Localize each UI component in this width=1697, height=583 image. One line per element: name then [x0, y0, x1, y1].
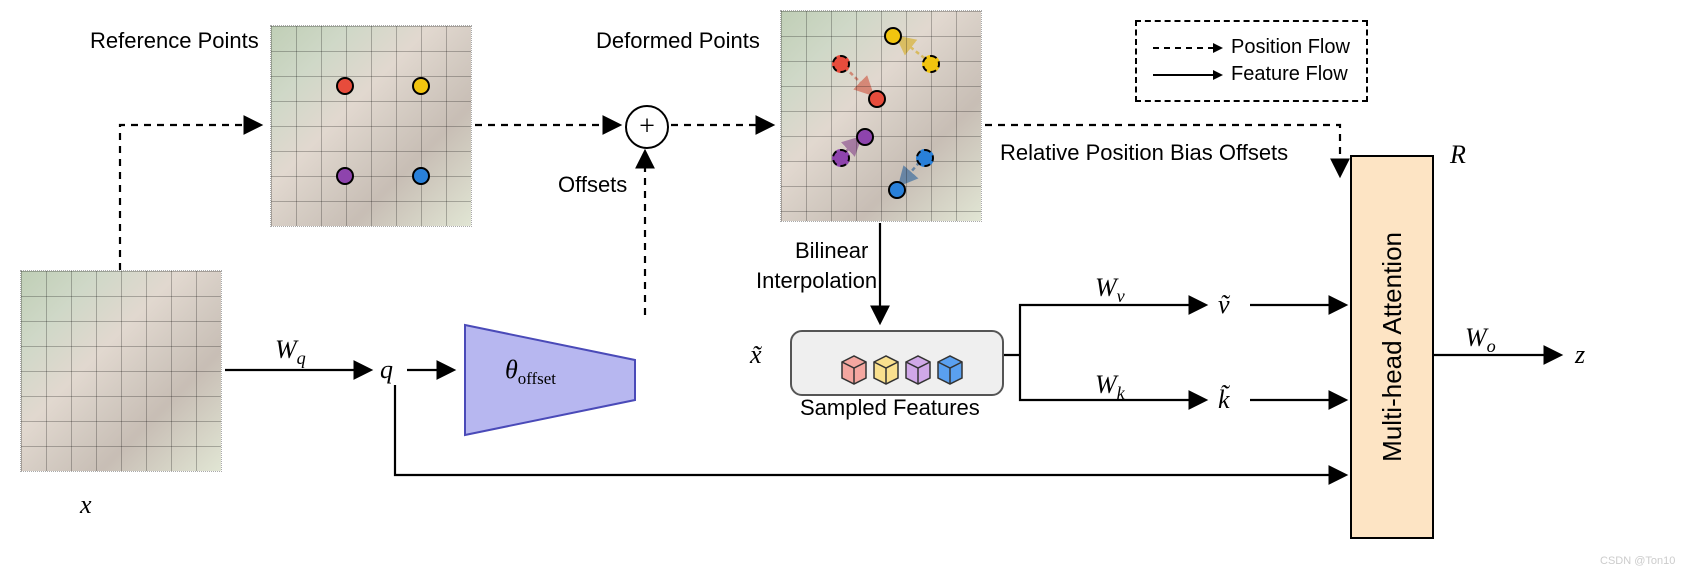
theta-offset-symbol: θoffset	[505, 355, 556, 389]
point-marker	[884, 27, 902, 45]
bilinear-label: Bilinear	[795, 238, 868, 264]
deformed-points-map	[780, 10, 982, 222]
mha-label: Multi-head Attention	[1377, 232, 1408, 462]
r-symbol: R	[1450, 140, 1466, 170]
deformed-points-label: Deformed Points	[596, 28, 760, 54]
wq-symbol: Wq	[275, 335, 306, 369]
x-symbol: x	[80, 490, 92, 520]
legend-feature-flow: Feature Flow	[1153, 63, 1350, 86]
offsets-label: Offsets	[558, 172, 627, 198]
relative-bias-label: Relative Position Bias Offsets	[1000, 140, 1288, 166]
edge-feat-to-v	[1020, 305, 1205, 355]
diagram-root: + Multi-head Attention Position Flow	[0, 0, 1697, 583]
point-marker	[336, 77, 354, 95]
add-operator: +	[625, 105, 669, 149]
wk-symbol: Wk	[1095, 370, 1125, 404]
interpolation-label: Interpolation	[756, 268, 877, 294]
input-feature-map	[20, 270, 222, 472]
sampled-features-box	[790, 330, 1004, 396]
q-symbol: q	[380, 355, 393, 385]
k-tilde-symbol: k̃	[1218, 385, 1230, 415]
reference-points-map	[270, 25, 472, 227]
point-marker	[832, 149, 850, 167]
point-marker	[916, 149, 934, 167]
watermark-text: CSDN @Ton10	[1600, 555, 1675, 567]
sampled-features-label: Sampled Features	[800, 395, 980, 421]
multihead-attention-block: Multi-head Attention	[1350, 155, 1434, 539]
wv-symbol: Wv	[1095, 273, 1125, 307]
feature-cube	[868, 350, 894, 376]
legend-box: Position Flow Feature Flow	[1135, 20, 1368, 102]
edge-x-to-ref	[120, 125, 260, 270]
v-tilde-symbol: ṽ	[1218, 290, 1230, 320]
legend-feature-flow-label: Feature Flow	[1231, 63, 1348, 86]
point-marker	[868, 90, 886, 108]
point-marker	[412, 167, 430, 185]
wo-symbol: Wo	[1465, 323, 1496, 357]
legend-position-flow: Position Flow	[1153, 36, 1350, 59]
point-marker	[336, 167, 354, 185]
point-marker	[832, 55, 850, 73]
point-marker	[412, 77, 430, 95]
point-marker	[922, 55, 940, 73]
z-symbol: z	[1575, 340, 1585, 370]
legend-position-flow-label: Position Flow	[1231, 36, 1350, 59]
point-marker	[856, 128, 874, 146]
point-marker	[888, 181, 906, 199]
feature-cube	[932, 350, 958, 376]
feature-cube	[900, 350, 926, 376]
reference-points-label: Reference Points	[90, 28, 259, 54]
feature-cube	[836, 350, 862, 376]
x-tilde-symbol: x̃	[750, 340, 762, 370]
